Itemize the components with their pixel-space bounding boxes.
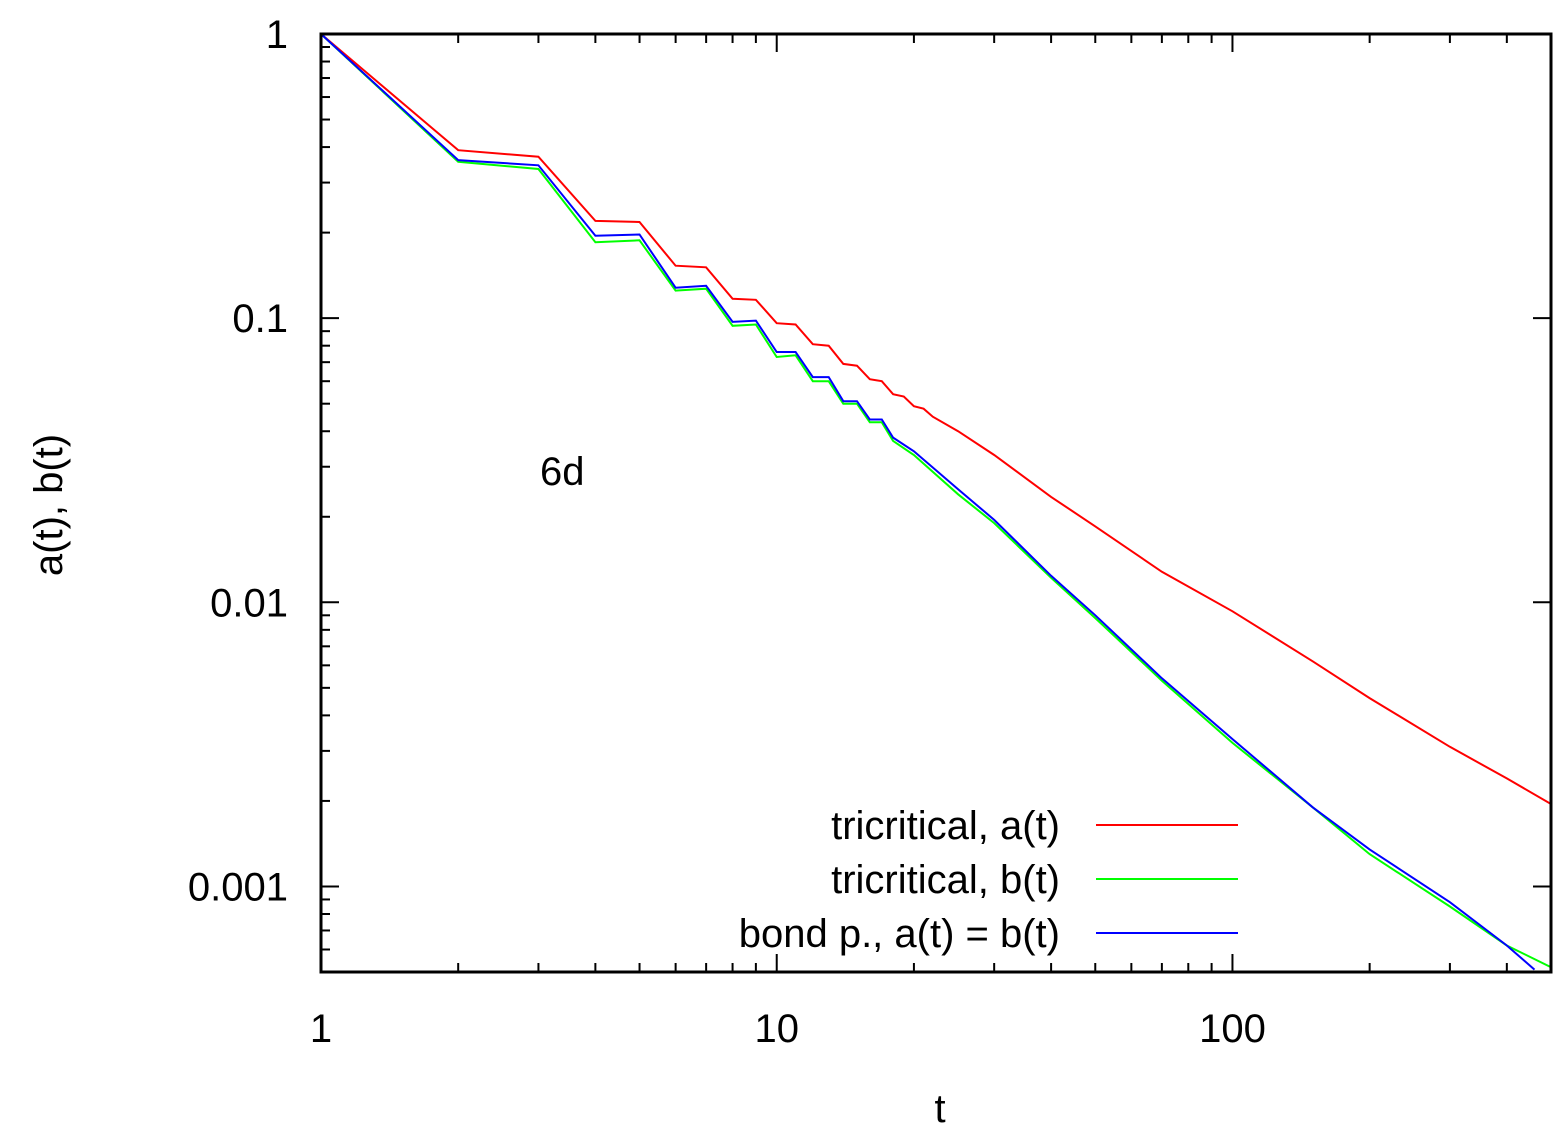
y-tick-label: 0.01 (210, 581, 288, 625)
series-line-1 (321, 34, 1551, 805)
legend-label: bond p., a(t) = b(t) (739, 912, 1060, 956)
legend-label: tricritical, a(t) (831, 804, 1060, 848)
annotation-6d: 6d (540, 450, 585, 494)
plot-frame (319, 32, 1553, 974)
x-tick-label: 1 (310, 1007, 332, 1051)
y-axis-label: a(t), b(t) (27, 434, 71, 576)
series-layer (321, 34, 1551, 971)
y-tick-label: 1 (266, 13, 288, 57)
legend: tricritical, a(t) tricritical, b(t) bond p… (739, 804, 1238, 956)
x-tick-label: 100 (1199, 1007, 1266, 1051)
y-tick-label: 0.1 (232, 297, 288, 341)
y-tick-label: 0.001 (188, 865, 288, 909)
x-tick-label: 10 (754, 1007, 799, 1051)
series-line-3 (321, 34, 1536, 971)
legend-label: tricritical, b(t) (831, 858, 1060, 902)
series-line-2 (321, 34, 1551, 969)
tick-labels: 1 10 100 1 0.1 0.01 0.001 (188, 13, 1266, 1051)
x-axis-label: t (934, 1087, 945, 1129)
